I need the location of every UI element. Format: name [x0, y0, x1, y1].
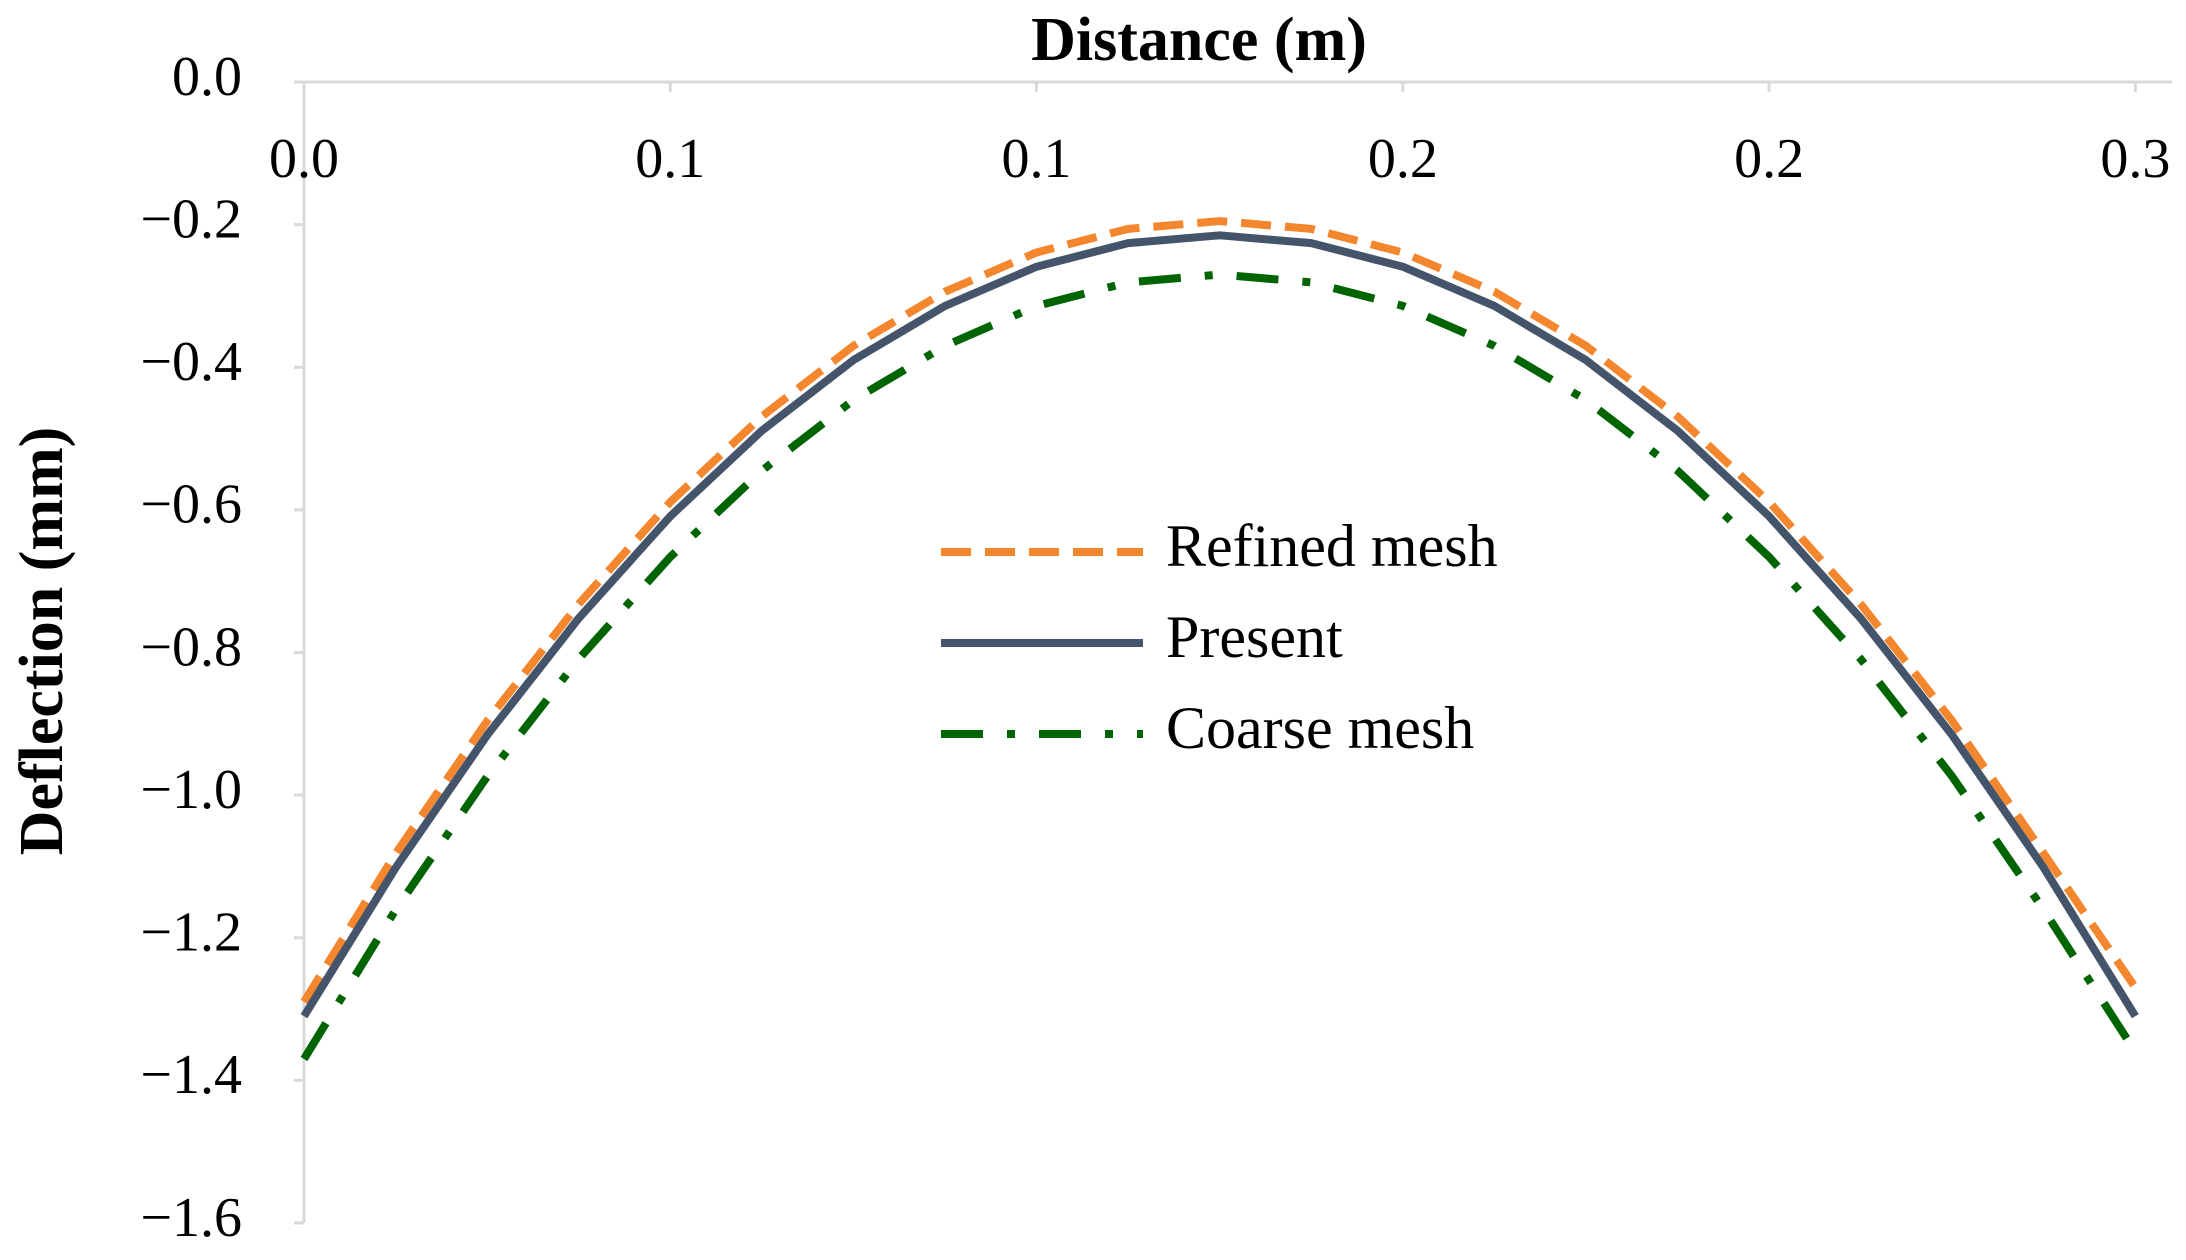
y-tick-label: −0.2	[140, 188, 242, 250]
legend-label: Coarse mesh	[1166, 695, 1474, 761]
y-tick-label: −1.0	[140, 759, 242, 821]
series-line	[300, 217, 2139, 1005]
legend-label: Refined mesh	[1166, 513, 1498, 579]
x-tick-label: 0.2	[1734, 128, 1804, 190]
x-tick-label: 0.3	[2100, 128, 2170, 190]
x-axis-title: Distance (m)	[1031, 6, 1367, 74]
y-axis-title: Deflection (mm)	[8, 427, 76, 856]
x-tick-label: 0.1	[635, 128, 705, 190]
y-tick-label: −0.8	[140, 616, 242, 678]
y-tick-label: −1.4	[140, 1044, 242, 1106]
y-tick-label: −0.4	[140, 331, 242, 393]
x-tick-label: 0.0	[269, 128, 339, 190]
y-tick-label: −1.2	[140, 902, 242, 964]
series-line	[300, 270, 2139, 1062]
series-line	[300, 231, 2139, 1019]
x-tick-label: 0.2	[1368, 128, 1438, 190]
y-tick-label: −1.6	[140, 1187, 242, 1249]
x-tick-label: 0.1	[1002, 128, 1072, 190]
y-tick-label: 0.0	[172, 46, 242, 108]
legend-label: Present	[1166, 604, 1343, 670]
y-tick-label: −0.6	[140, 474, 242, 536]
